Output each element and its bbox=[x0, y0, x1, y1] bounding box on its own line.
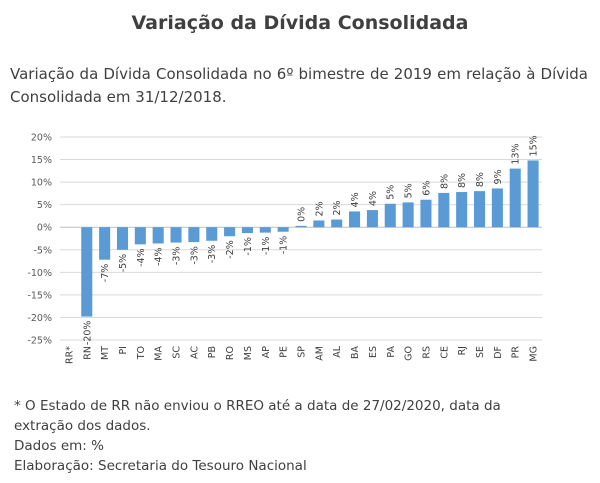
bar bbox=[366, 210, 378, 228]
x-tick-label: AM bbox=[314, 346, 325, 361]
bar bbox=[295, 225, 307, 228]
bar bbox=[81, 227, 93, 317]
y-tick-label: 20% bbox=[31, 133, 52, 144]
bar bbox=[259, 227, 271, 233]
bar bbox=[116, 227, 129, 250]
x-tick-label: AC bbox=[189, 346, 200, 359]
data-label: 5% bbox=[386, 185, 397, 200]
bar bbox=[134, 227, 146, 245]
data-label: 9% bbox=[493, 169, 504, 184]
x-tick-label: MS bbox=[243, 346, 254, 360]
x-tick-label: CE bbox=[439, 346, 450, 359]
x-tick-label: SP bbox=[297, 346, 308, 358]
x-tick-label: AL bbox=[332, 345, 343, 357]
x-tick-label: PR bbox=[511, 346, 522, 359]
data-label: -4% bbox=[136, 248, 147, 267]
x-tick-label: RN bbox=[82, 346, 93, 360]
footnote-source: Elaboração: Secretaria do Tesouro Nacion… bbox=[14, 458, 307, 474]
bar bbox=[349, 211, 361, 228]
x-tick-label: MA bbox=[154, 346, 165, 361]
bar bbox=[491, 188, 503, 228]
data-label: -3% bbox=[189, 246, 200, 265]
data-label: -4% bbox=[154, 247, 165, 266]
bar bbox=[206, 227, 218, 241]
data-label: 15% bbox=[529, 135, 540, 156]
x-tick-label: TO bbox=[136, 346, 147, 360]
x-tick-label: GO bbox=[404, 346, 415, 361]
footnotes: * O Estado de RR não enviou o RREO até a… bbox=[14, 396, 501, 476]
x-tick-label: PI bbox=[118, 346, 129, 355]
bar-chart: -25%-20%-15%-10%-5%0%5%10%15%20%RR*-20%R… bbox=[27, 133, 542, 364]
x-tick-label: PE bbox=[279, 346, 290, 358]
x-tick-label: RJ bbox=[457, 346, 468, 355]
y-tick-label: -25% bbox=[27, 336, 52, 347]
data-label: 6% bbox=[421, 181, 432, 196]
x-tick-label: MG bbox=[529, 346, 540, 362]
data-label: 13% bbox=[511, 143, 522, 164]
data-label: 8% bbox=[457, 173, 468, 188]
y-tick-label: 5% bbox=[37, 200, 52, 211]
data-label: -7% bbox=[100, 264, 111, 283]
bar bbox=[456, 192, 468, 228]
data-label: -3% bbox=[207, 245, 218, 264]
bar bbox=[277, 227, 289, 232]
y-tick-label: -15% bbox=[27, 290, 52, 301]
x-tick-label: DF bbox=[493, 346, 504, 359]
x-tick-label: RS bbox=[421, 346, 432, 359]
x-tick-label: BA bbox=[350, 346, 361, 360]
x-tick-label: PB bbox=[207, 346, 218, 358]
footnote-rr-cont: extração dos dados. bbox=[14, 418, 151, 434]
y-tick-label: 0% bbox=[37, 223, 52, 234]
data-label: 2% bbox=[332, 200, 343, 215]
footnote-units: Dados em: % bbox=[14, 438, 104, 454]
footnote-rr: * O Estado de RR não enviou o RREO até a… bbox=[14, 398, 501, 414]
data-label: -3% bbox=[172, 247, 183, 266]
page-title: Variação da Dívida Consolidada bbox=[131, 12, 469, 34]
bar bbox=[509, 168, 521, 228]
x-tick-label: SE bbox=[475, 346, 486, 358]
y-tick-label: -5% bbox=[34, 245, 53, 256]
data-label: 4% bbox=[368, 191, 379, 206]
data-label: 2% bbox=[314, 201, 325, 216]
y-tick-label: -20% bbox=[27, 313, 52, 324]
data-label: 0% bbox=[297, 207, 308, 222]
data-label: -1% bbox=[243, 237, 254, 256]
bar bbox=[224, 227, 236, 237]
bar bbox=[473, 191, 486, 228]
bar bbox=[99, 227, 111, 260]
data-label: -20% bbox=[82, 321, 93, 346]
bar bbox=[170, 227, 182, 243]
y-tick-label: 10% bbox=[31, 178, 52, 189]
x-tick-label: PA bbox=[386, 346, 397, 358]
bar bbox=[241, 227, 253, 234]
y-tick-label: 15% bbox=[31, 155, 52, 166]
bar bbox=[152, 227, 164, 244]
bar bbox=[384, 203, 396, 228]
x-tick-label: SC bbox=[172, 346, 183, 359]
y-tick-label: -10% bbox=[27, 268, 52, 279]
x-tick-label: ES bbox=[368, 346, 379, 358]
bar bbox=[438, 192, 450, 228]
data-label: 8% bbox=[475, 172, 486, 187]
bar bbox=[402, 202, 414, 228]
bar bbox=[313, 220, 325, 228]
bar bbox=[188, 227, 200, 243]
data-label: -1% bbox=[261, 237, 272, 256]
data-label: -1% bbox=[279, 236, 290, 255]
data-label: -5% bbox=[118, 254, 129, 273]
bar bbox=[420, 199, 432, 228]
data-label: 8% bbox=[439, 174, 450, 189]
bar bbox=[331, 219, 343, 228]
data-label: -2% bbox=[225, 240, 236, 259]
x-tick-label: AP bbox=[261, 346, 272, 358]
data-label: 5% bbox=[404, 183, 415, 198]
x-tick-label: MT bbox=[100, 346, 111, 360]
x-tick-label: RR* bbox=[64, 346, 75, 364]
bar bbox=[527, 160, 539, 228]
data-label: 4% bbox=[350, 192, 361, 207]
x-tick-label: RO bbox=[225, 346, 236, 360]
chart-subtitle: Variação da Dívida Consolidada no 6º bim… bbox=[10, 65, 588, 106]
